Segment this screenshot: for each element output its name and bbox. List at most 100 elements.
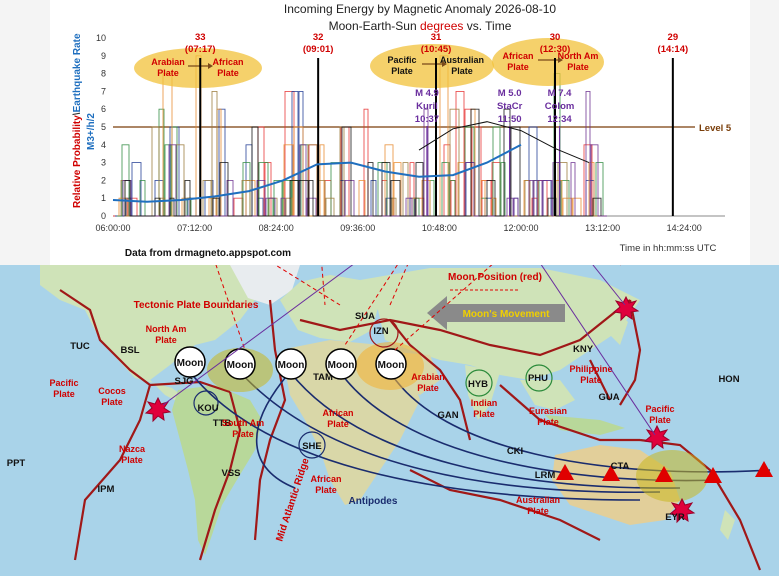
y-tick-label: 2 [101,175,106,185]
x-tick-label: 06:00:00 [95,223,130,233]
moons-movement-arrow [427,296,565,330]
map-label: EYR [665,512,685,523]
map-label: Nazca Plate [119,444,146,465]
map-label: Pacific Plate [49,378,78,399]
moon-degree-arc [418,121,590,164]
data-source: Data from drmagneto.appspot.com [125,248,291,259]
y-axis-label-2: M3+/h/2 [86,113,97,150]
moon-events: 33(07:17) 32(09:01) 31(10:45) 30(12:30) 29(1… [185,32,688,216]
activity-series-5 [122,90,607,217]
map-label: TAM [313,372,333,383]
event-degree: 31 [431,32,442,43]
quake-annotations: M 4.9 Kuril 10:37 M 5.0 StaCr 11:50 M 7.4 Colom… [415,88,575,216]
map-label: African Plate [310,474,341,495]
event-time: (10:45) [421,44,452,55]
plate-to-label: Australian Plate [440,55,484,76]
she-circle [298,431,326,459]
central-america [135,378,185,402]
quake-place: Kuril [416,101,438,112]
map-label: HYB [468,379,488,390]
izn-circle [369,318,399,348]
y-tick-label: 5 [101,122,106,132]
quake-time: 10:37 [415,114,439,125]
moon-label: Moon [177,358,204,369]
chart-title-line1: Incoming Energy by Magnetic Anomaly 2026… [284,2,556,16]
plate-arrow-head [558,57,563,63]
quake-time: 12:34 [547,114,572,125]
y-axis-label: Relative Probability\Earthquake Rate [72,33,83,208]
map-label: PHU [528,373,548,384]
antipodes-label: Antipodes [349,496,398,507]
x-tick-label: 07:12:00 [177,223,212,233]
y-tick-label: 9 [101,51,106,61]
moon-label: Moon [278,360,305,371]
map-label: South Am Plate [222,418,264,439]
map-label: PPT [7,458,26,469]
map-label: SJG [174,376,193,387]
quake-time: 11:50 [498,114,522,125]
spreadsheet-strip-right [750,0,779,265]
map-label: VSS [221,468,240,479]
spreadsheet-strip [0,0,50,265]
map-label: Arabian Plate [411,372,445,393]
kou-circle [193,390,219,416]
quake-magnitude: M 5.0 [498,88,522,99]
x-tick-label: 08:24:00 [259,223,294,233]
map-label: LRM [535,470,556,481]
moons-movement-label: Moon's Movement [463,309,550,320]
plate-from-label: Pacific Plate [387,55,416,76]
event-degree: 30 [550,32,561,43]
moon-icon [375,348,407,380]
map-label: GAN [437,410,458,421]
y-tick-label: 7 [101,86,106,96]
plate-to-label: African Plate [212,57,243,78]
map-label: CTA [611,461,630,472]
map-label: CKI [507,446,523,457]
event-time: (09:01) [303,44,334,55]
level-label: Level 5 [699,123,732,134]
map-label: TTB [213,418,232,429]
se-asia [520,380,575,410]
map-label: HON [718,374,739,385]
event-degree: 32 [313,32,324,43]
map-label: SHE [302,441,322,452]
moon-label: Moon [227,360,254,371]
quake-place: Colom [545,101,575,112]
map-label: IPM [98,484,115,495]
quake-magnitude: M 4.9 [415,88,439,99]
map-label: IZN [373,326,388,337]
plate-arrow-head [208,63,213,69]
plate-highlight [370,44,494,88]
japan [610,310,628,345]
map-label: BSL [121,345,140,356]
moon-markers: Moon Moon Moon Moon Moon [174,346,407,380]
moon-icon [174,346,206,378]
chart-title-line2: Moon-Earth-Sun degrees vs. Time [329,19,512,33]
plate-boundaries [59,289,762,571]
plate-from-label: African Plate [502,51,533,72]
map-label: Philippine Plate [569,364,612,385]
x-axis-label: Time in hh:mm:ss UTC [620,243,717,254]
activity-series-6 [124,108,602,217]
map-label: KOU [197,403,218,414]
hyb-circle [465,369,493,397]
y-tick-label: 4 [101,140,106,150]
volcano-markers [556,461,773,483]
moon-icon [224,348,256,380]
map-highlight-australia [636,450,708,502]
tectonic-label: Tectonic Plate Boundaries [134,300,259,311]
plate-highlight [492,38,604,86]
moon-icon [325,348,357,380]
map-label: Eurasian Plate [529,406,567,427]
energy-chart: Incoming Energy by Magnetic Anomaly 2026… [50,0,750,265]
earthquake-rate-curve [112,143,522,203]
map-label: North Am Plate [146,324,187,345]
x-tick-label: 13:12:00 [585,223,620,233]
plate-highlights: Arabian Plate African Plate Pacific Plate Aust… [134,38,604,88]
event-time: (07:17) [185,44,216,55]
y-tick-label: 8 [101,69,106,79]
map-label: SUA [355,311,375,322]
y-tick-label: 0 [101,211,106,221]
moon-position-label: Moon Position (red) [448,272,542,283]
indonesia [545,415,625,435]
